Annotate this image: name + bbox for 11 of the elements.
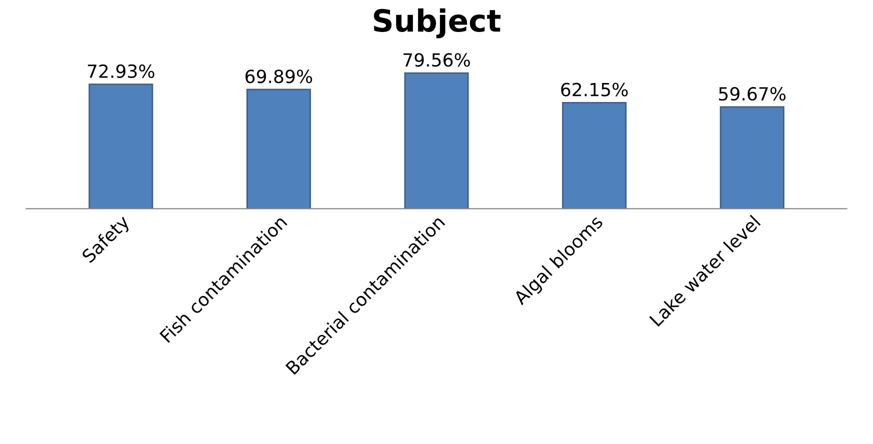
data-label: 72.93% xyxy=(88,64,154,78)
data-label: 69.89% xyxy=(246,70,312,84)
bar xyxy=(246,88,311,209)
bar xyxy=(88,84,154,209)
data-label: 62.15% xyxy=(561,82,628,96)
data-label: 59.67% xyxy=(719,86,786,101)
bar xyxy=(720,106,784,209)
chart-title: Subject xyxy=(374,8,501,38)
data-label: 79.56% xyxy=(404,53,470,67)
bar xyxy=(562,102,627,209)
bar xyxy=(404,72,469,209)
